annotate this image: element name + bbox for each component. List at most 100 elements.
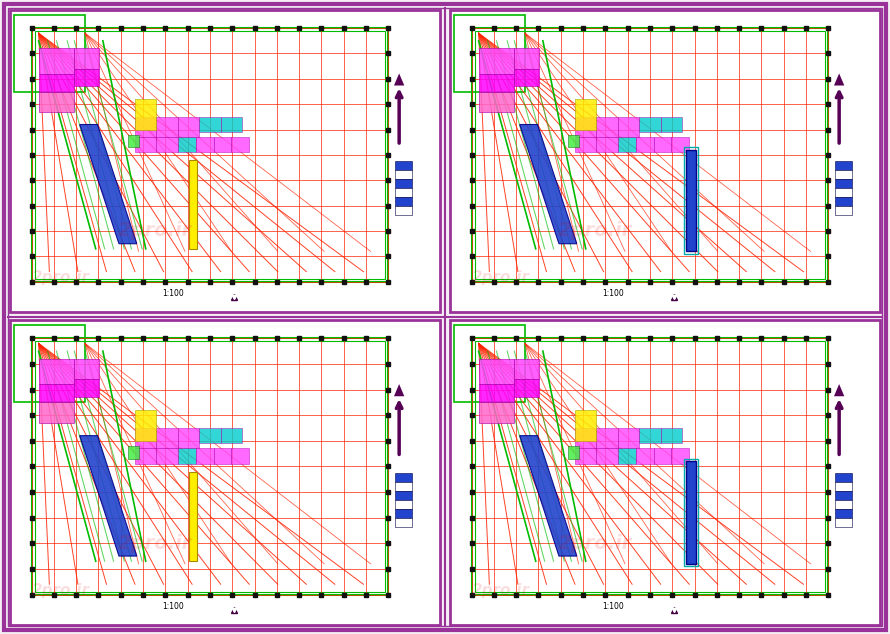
Bar (214, 448, 231, 464)
Bar (835, 179, 852, 188)
Bar (189, 160, 198, 249)
Bar (395, 491, 412, 500)
Bar (75, 379, 100, 398)
Bar (178, 137, 196, 152)
Bar (157, 117, 178, 137)
Bar (514, 379, 539, 398)
Bar (395, 472, 412, 482)
Bar (38, 48, 75, 74)
Text: 1:100: 1:100 (163, 602, 184, 611)
Bar (514, 48, 539, 68)
Bar (671, 137, 689, 152)
Bar (135, 99, 157, 129)
Bar (575, 410, 596, 441)
Bar (135, 448, 157, 464)
Bar (596, 117, 618, 137)
Bar (479, 384, 514, 403)
Text: 2pro.ir: 2pro.ir (557, 221, 632, 240)
Bar (75, 68, 100, 86)
Text: 1:100: 1:100 (163, 289, 184, 299)
Bar (199, 428, 221, 443)
Bar (474, 341, 825, 592)
Bar (31, 28, 388, 281)
Bar (13, 15, 85, 91)
Bar (575, 448, 596, 464)
Polygon shape (834, 74, 845, 86)
Bar (575, 117, 596, 137)
Bar (660, 117, 682, 132)
Bar (178, 448, 196, 464)
Bar (684, 459, 698, 566)
Bar (38, 91, 75, 112)
Bar (75, 48, 100, 68)
Bar (685, 150, 696, 251)
Bar (450, 10, 880, 312)
Bar (231, 137, 249, 152)
Bar (178, 117, 199, 137)
Bar (575, 99, 596, 129)
Bar (596, 137, 618, 152)
Bar (221, 117, 242, 132)
Bar (835, 491, 852, 500)
Bar (835, 206, 852, 216)
Bar (514, 359, 539, 379)
Bar (395, 170, 412, 179)
Bar (835, 482, 852, 491)
Bar (395, 188, 412, 197)
Bar (450, 320, 880, 625)
Bar (635, 137, 653, 152)
Bar (454, 325, 525, 403)
Bar (189, 472, 198, 561)
Bar (395, 179, 412, 188)
Bar (618, 137, 635, 152)
Bar (479, 359, 514, 384)
Bar (472, 28, 829, 281)
Bar (157, 137, 178, 152)
Bar (454, 15, 525, 91)
Bar (31, 339, 388, 595)
Bar (35, 31, 385, 279)
Bar (135, 137, 157, 152)
Bar (157, 448, 178, 464)
Text: 1:100: 1:100 (603, 289, 624, 299)
Bar (395, 161, 412, 170)
Bar (639, 117, 660, 132)
Bar (639, 428, 660, 443)
Text: 2pro.ir: 2pro.ir (557, 534, 632, 553)
Bar (395, 518, 412, 527)
Bar (835, 518, 852, 527)
Bar (568, 446, 579, 459)
Polygon shape (394, 384, 404, 396)
Bar (835, 188, 852, 197)
Bar (128, 134, 139, 147)
Bar (38, 359, 75, 384)
Bar (10, 320, 440, 625)
Bar (395, 509, 412, 518)
Text: 2pro.ir: 2pro.ir (117, 534, 191, 553)
Bar (474, 31, 825, 279)
Bar (618, 428, 639, 448)
Bar (35, 341, 385, 592)
Bar (214, 137, 231, 152)
Bar (196, 137, 214, 152)
Bar (653, 448, 671, 464)
Bar (135, 428, 157, 448)
Bar (135, 117, 157, 137)
Text: 2pro.ir: 2pro.ir (472, 583, 530, 597)
Bar (199, 117, 221, 132)
Bar (514, 68, 539, 86)
Bar (596, 448, 618, 464)
Bar (835, 509, 852, 518)
Polygon shape (80, 436, 137, 556)
Bar (575, 428, 596, 448)
Bar (479, 48, 514, 74)
Bar (157, 428, 178, 448)
Bar (231, 448, 249, 464)
Bar (575, 137, 596, 152)
Bar (135, 410, 157, 441)
Bar (618, 448, 635, 464)
Bar (479, 74, 514, 91)
Bar (684, 147, 698, 254)
Bar (128, 446, 139, 459)
Bar (618, 117, 639, 137)
